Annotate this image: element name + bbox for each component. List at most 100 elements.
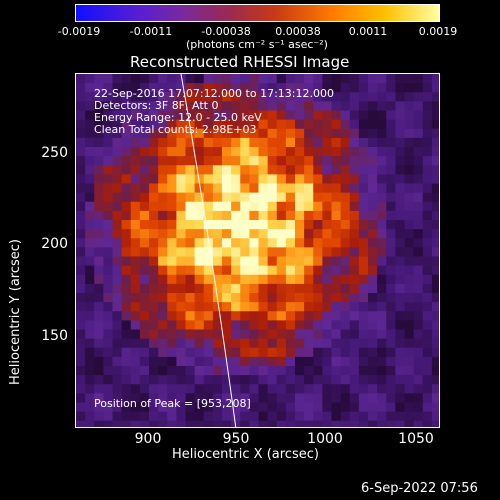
heatmap-cell — [340, 384, 351, 394]
heatmap-cell — [404, 220, 415, 230]
heatmap-cell — [377, 302, 387, 312]
heatmap-cell — [112, 265, 123, 276]
heatmap-cell — [176, 302, 187, 312]
heatmap-cell — [258, 165, 269, 175]
colorbar-tick: -0.0011 — [129, 25, 173, 38]
heatmap-cell — [422, 229, 433, 239]
heatmap-cell — [349, 92, 360, 102]
heatmap-cell — [130, 174, 141, 185]
heatmap-cell — [112, 293, 123, 303]
heatmap-cell — [386, 329, 396, 340]
heatmap-cell — [176, 110, 187, 121]
heatmap-cell — [103, 393, 114, 404]
heatmap-cell — [94, 128, 104, 139]
heatmap-cell — [331, 74, 342, 84]
heatmap-cell — [203, 210, 214, 221]
heatmap-cell — [94, 220, 104, 230]
heatmap-cell — [185, 156, 196, 166]
heatmap-cell — [222, 137, 232, 148]
heatmap-cell — [231, 384, 241, 394]
heatmap-cell — [431, 366, 439, 376]
heatmap-cell — [167, 293, 177, 303]
heatmap-cell — [404, 393, 415, 404]
heatmap-cell — [386, 119, 396, 130]
heatmap-cell — [139, 74, 150, 84]
heatmap-cell — [176, 274, 187, 285]
heatmap-cell — [368, 265, 378, 276]
heatmap-cell — [413, 420, 424, 427]
info-energy-range: Energy Range: 12.0 - 25.0 keV — [94, 111, 262, 124]
heatmap-cell — [395, 156, 406, 166]
heatmap-cell — [103, 375, 114, 385]
heatmap-cell — [194, 320, 205, 331]
heatmap-cell — [231, 183, 241, 194]
heatmap-cell — [212, 402, 223, 413]
heatmap-cell — [149, 128, 159, 139]
heatmap-cell — [112, 128, 123, 139]
heatmap-cell — [240, 101, 250, 112]
heatmap-cell — [231, 74, 241, 84]
heatmap-cell — [377, 128, 387, 139]
heatmap-cell — [194, 283, 205, 294]
solar-limb — [180, 74, 237, 427]
heatmap-cell — [276, 238, 287, 248]
heatmap-cell — [176, 137, 187, 148]
heatmap-cell — [304, 320, 314, 331]
heatmap-cell — [258, 201, 269, 212]
heatmap-cell — [431, 156, 439, 166]
heatmap-cell — [231, 274, 241, 285]
heatmap-cell — [130, 201, 141, 212]
heatmap-cell — [249, 384, 260, 394]
heatmap-cell — [413, 210, 424, 221]
heatmap-cell — [139, 302, 150, 312]
heatmap-cell — [395, 384, 406, 394]
heatmap-cell — [149, 293, 159, 303]
heatmap-cell — [139, 238, 150, 248]
heatmap-cell — [404, 283, 415, 294]
heatmap-cell — [94, 274, 104, 285]
heatmap-cell — [358, 220, 369, 230]
heatmap-cell — [240, 110, 250, 121]
heatmap-cell — [94, 192, 104, 203]
heatmap-cell — [94, 101, 104, 112]
heatmap-cell — [158, 92, 168, 102]
heatmap-cell — [167, 147, 177, 157]
heatmap-cell — [413, 311, 424, 321]
heatmap-cell — [167, 128, 177, 139]
heatmap-cell — [276, 302, 287, 312]
heatmap-cell — [276, 165, 287, 175]
heatmap-cell — [295, 110, 305, 121]
heatmap-cell — [249, 238, 260, 248]
heatmap-cell — [94, 302, 104, 312]
heatmap-cell — [322, 201, 333, 212]
heatmap-cell — [386, 229, 396, 239]
heatmap-cell — [386, 366, 396, 376]
heatmap-cell — [94, 83, 104, 93]
heatmap-cell — [295, 147, 305, 157]
heatmap-cell — [112, 156, 123, 166]
heatmap-cell — [231, 174, 241, 185]
heatmap-cell — [94, 92, 104, 102]
heatmap-cell — [139, 366, 150, 376]
heatmap-cell — [349, 156, 360, 166]
heatmap-cell — [85, 101, 95, 112]
heatmap-cell — [331, 192, 342, 203]
heatmap-cell — [331, 256, 342, 267]
heatmap-cell — [258, 110, 269, 121]
heatmap-cell — [176, 420, 187, 427]
heatmap-cell — [431, 402, 439, 413]
heatmap-cell — [285, 238, 296, 248]
heatmap-cell — [121, 329, 132, 340]
heatmap-cell — [313, 256, 323, 267]
heatmap-cell — [267, 384, 278, 394]
heatmap-cell — [276, 137, 287, 148]
heatmap-cell — [167, 110, 177, 121]
colorbar-units: (photons cm⁻² s⁻¹ asec⁻²) — [186, 38, 328, 51]
heatmap-cell — [340, 420, 351, 427]
heatmap-cell — [285, 156, 296, 166]
heatmap-cell — [194, 238, 205, 248]
heatmap-cell — [304, 147, 314, 157]
heatmap-cell — [167, 201, 177, 212]
heatmap-cell — [76, 375, 86, 385]
heatmap-cell — [240, 137, 250, 148]
